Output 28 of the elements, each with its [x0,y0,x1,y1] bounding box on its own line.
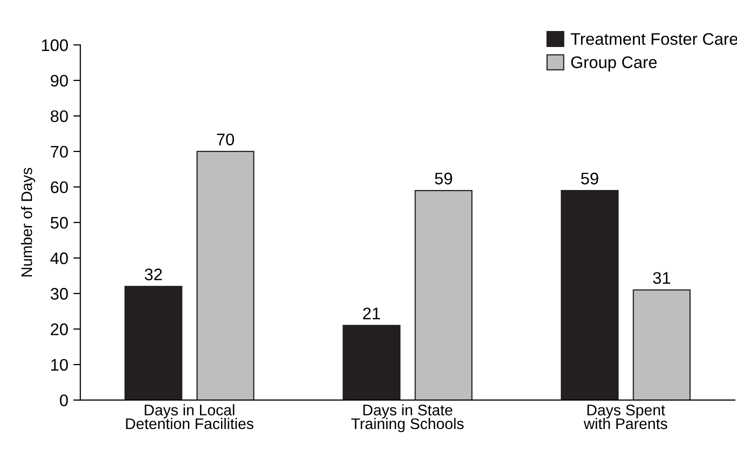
bar [632,289,691,400]
bar [342,324,400,400]
bar [196,150,254,400]
data-label: 59 [434,172,452,184]
y-tick-label: 0 [60,394,68,406]
bar [124,286,182,400]
x-tick-label: Days in Local Detention Facilities [126,404,254,430]
y-tick-label: 40 [50,252,68,264]
bar [414,190,472,400]
data-label: 32 [144,268,162,280]
y-axis-title: Number of Days [20,168,36,276]
y-tick-label: 60 [50,181,68,194]
y-tick-label: 100 [42,39,68,52]
data-label: 31 [653,272,670,284]
y-tick-label: 70 [50,146,68,158]
x-tick-label: Days in State Training Schools [351,404,464,432]
y-tick-label: 80 [50,110,68,122]
y-tick-label: 10 [51,358,68,371]
bar [560,190,619,400]
y-tick-label: 20 [50,323,68,336]
y-tick-label: 90 [50,74,68,87]
data-label: 21 [363,308,380,320]
x-tick-label: Days Spent with Parents [584,404,668,430]
data-label: 59 [581,172,598,184]
data-label: 70 [216,134,234,146]
y-tick-label: 30 [50,288,68,300]
legend-label: Group Care [571,56,657,72]
y-tick-label: 50 [50,216,68,229]
